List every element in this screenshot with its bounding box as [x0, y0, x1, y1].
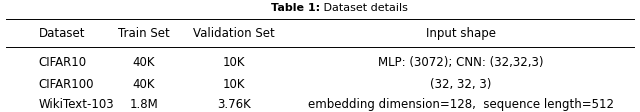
Text: 1.8M: 1.8M [130, 98, 158, 111]
Text: 3.76K: 3.76K [217, 98, 250, 111]
Text: Validation Set: Validation Set [193, 27, 275, 40]
Text: Train Set: Train Set [118, 27, 170, 40]
Text: MLP: (3072); CNN: (32,32,3): MLP: (3072); CNN: (32,32,3) [378, 56, 543, 69]
Text: Dataset details: Dataset details [320, 3, 408, 13]
Text: (32, 32, 3): (32, 32, 3) [430, 78, 492, 90]
Text: Dataset: Dataset [38, 27, 85, 40]
Text: CIFAR100: CIFAR100 [38, 78, 94, 90]
Text: CIFAR10: CIFAR10 [38, 56, 86, 69]
Text: 10K: 10K [222, 78, 245, 90]
Text: Input shape: Input shape [426, 27, 496, 40]
Text: 40K: 40K [132, 78, 156, 90]
Text: Table 1:: Table 1: [271, 3, 320, 13]
Text: 40K: 40K [132, 56, 156, 69]
Text: WikiText-103: WikiText-103 [38, 98, 114, 111]
Text: 10K: 10K [222, 56, 245, 69]
Text: embedding dimension=128,  sequence length=512: embedding dimension=128, sequence length… [308, 98, 614, 111]
